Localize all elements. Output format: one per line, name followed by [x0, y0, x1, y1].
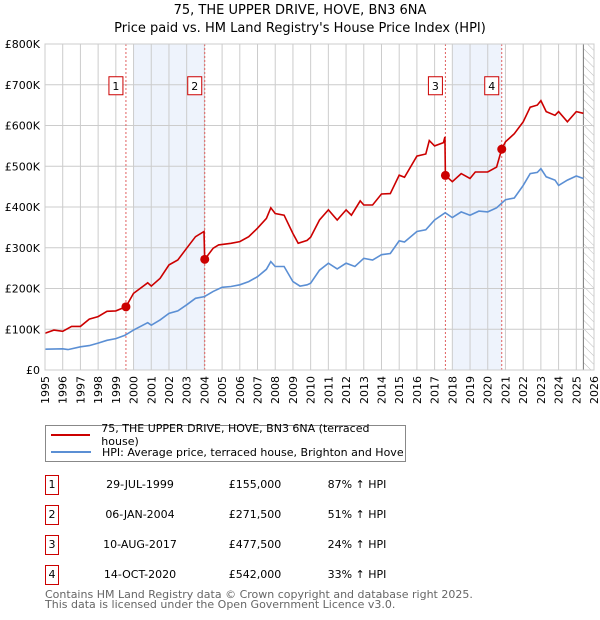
legend-label-property: 75, THE UPPER DRIVE, HOVE, BN3 6NA (terr…	[101, 422, 370, 448]
sale-number-label: 2	[191, 80, 198, 93]
x-tick-label: 2008	[269, 376, 282, 404]
sale-number: 4	[45, 565, 59, 585]
table-row: 2 06-JAN-2004 £271,500 51% ↑ HPI	[45, 505, 545, 525]
x-tick-label: 1999	[110, 376, 123, 404]
x-tick-label: 2019	[464, 376, 477, 404]
legend-item-hpi: HPI: Average price, terraced house, Brig…	[46, 444, 404, 460]
x-tick-label: 2018	[446, 376, 459, 404]
y-tick-label: £100K	[5, 323, 41, 336]
x-tick-label: 2000	[128, 376, 141, 404]
sale-price: £155,000	[228, 478, 282, 491]
sale-point	[440, 170, 450, 180]
table-row: 1 29-JUL-1999 £155,000 87% ↑ HPI	[45, 475, 545, 495]
y-tick-label: £200K	[5, 283, 41, 296]
sale-number-label: 3	[432, 80, 439, 93]
y-tick-label: £500K	[5, 160, 41, 173]
x-tick-label: 2021	[499, 376, 512, 404]
x-tick-label: 2009	[287, 376, 300, 404]
x-tick-label: 2025	[570, 376, 583, 404]
x-tick-label: 2013	[358, 376, 371, 404]
x-tick-label: 1996	[57, 376, 70, 404]
x-tick-label: 2024	[553, 376, 566, 404]
sale-number-box	[108, 76, 124, 96]
sale-date: 14-OCT-2020	[103, 568, 177, 581]
chart-title: 75, THE UPPER DRIVE, HOVE, BN3 6NA	[173, 3, 427, 18]
sale-price: £542,000	[228, 568, 282, 581]
x-tick-label: 2014	[375, 376, 388, 404]
sale-price: £477,500	[228, 538, 282, 551]
sale-price: £271,500	[228, 508, 282, 521]
x-tick-label: 2005	[216, 376, 229, 404]
sale-date: 10-AUG-2017	[103, 538, 177, 551]
y-tick-label: £300K	[5, 242, 41, 255]
table-row: 4 14-OCT-2020 £542,000 33% ↑ HPI	[45, 565, 545, 585]
plot-area: 1995 1996 1997 1998 1999 2000 2001 2002 2003 2004…	[5, 38, 600, 404]
y-tick-label: £400K	[5, 201, 41, 214]
sale-point	[497, 144, 507, 154]
sale-number: 3	[45, 535, 59, 555]
sale-hpi-change: 33% ↑ HPI	[327, 568, 387, 581]
legend-swatch-hpi	[51, 451, 91, 453]
sale-hpi-change: 87% ↑ HPI	[327, 478, 387, 491]
footer-copyright: Contains HM Land Registry data © Crown c…	[45, 588, 473, 601]
x-tick-label: 2016	[411, 376, 424, 404]
x-tick-label: 2022	[517, 376, 530, 404]
chart-subtitle: Price paid vs. HM Land Registry's House …	[114, 21, 486, 36]
sale-date: 06-JAN-2004	[105, 508, 175, 521]
sale-number-label: 1	[112, 80, 119, 93]
sale-date: 29-JUL-1999	[106, 478, 174, 491]
legend-label-hpi: HPI: Average price, terraced house, Brig…	[102, 445, 404, 459]
sale-number: 2	[45, 505, 59, 525]
y-tick-label: £800K	[5, 38, 41, 51]
legend: 75, THE UPPER DRIVE, HOVE, BN3 6NA (terr…	[45, 422, 406, 462]
x-tick-label: 1998	[92, 376, 105, 404]
legend-item-property: 75, THE UPPER DRIVE, HOVE, BN3 6NA (terr…	[46, 422, 405, 448]
sale-number-label: 4	[488, 80, 495, 93]
sale-hpi-change: 24% ↑ HPI	[327, 538, 387, 551]
x-tick-label: 2004	[198, 376, 211, 404]
footer-licence: This data is licensed under the Open Gov…	[45, 598, 396, 611]
sale-number-box	[427, 76, 443, 96]
y-tick-label: £600K	[5, 120, 41, 133]
plot-border	[44, 43, 595, 371]
x-tick-label: 2003	[181, 376, 194, 404]
x-tick-label: 2012	[340, 376, 353, 404]
sale-number-box	[484, 76, 500, 96]
x-tick-label: 2023	[535, 376, 548, 404]
x-tick-label: 2001	[145, 376, 158, 404]
x-tick-label: 2002	[163, 376, 176, 404]
x-tick-label: 2026	[588, 376, 600, 404]
x-tick-label: 1997	[74, 376, 87, 404]
x-tick-label: 2010	[305, 376, 318, 404]
sale-hpi-change: 51% ↑ HPI	[327, 508, 387, 521]
x-tick-label: 2011	[322, 376, 335, 404]
x-tick-label: 2017	[429, 376, 442, 404]
y-tick-label: £0	[26, 364, 40, 377]
x-tick-label: 2015	[393, 376, 406, 404]
x-tick-label: 2020	[482, 376, 495, 404]
sale-number-box	[187, 76, 203, 96]
x-tick-label: 2006	[234, 376, 247, 404]
sale-point	[121, 302, 131, 312]
hpi-line	[44, 167, 584, 351]
y-tick-label: £700K	[5, 79, 41, 92]
legend-swatch-property	[51, 434, 91, 436]
x-tick-label: 1995	[39, 376, 52, 404]
sale-point	[200, 254, 210, 264]
x-tick-label: 2007	[252, 376, 265, 404]
sale-number: 1	[45, 475, 59, 495]
table-row: 3 10-AUG-2017 £477,500 24% ↑ HPI	[45, 535, 545, 555]
